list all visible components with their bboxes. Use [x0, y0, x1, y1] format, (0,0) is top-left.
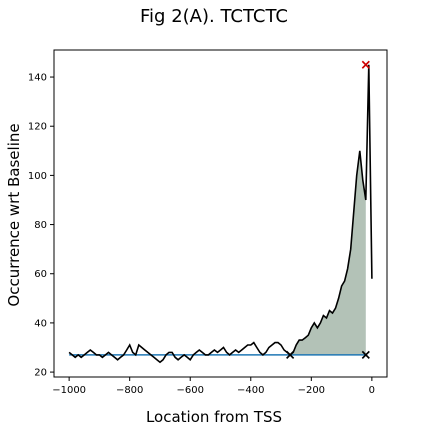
plot-area [68, 60, 373, 364]
axes-frame [53, 49, 388, 378]
y-tick-label: 40 [34, 318, 47, 329]
y-tick-label: 80 [34, 220, 47, 231]
y-tick-label: 20 [34, 368, 47, 379]
x-tick-label: −800 [116, 385, 143, 396]
y-tick-label: 120 [28, 122, 47, 133]
x-axis-ticks: −1000 −800 −600 −400 −200 0 [52, 377, 375, 396]
y-tick-label: 60 [34, 269, 47, 280]
x-tick-label: −1000 [52, 385, 86, 396]
y-tick-label: 140 [28, 73, 47, 84]
chart-title: Fig 2(A). TCTCTC [140, 6, 288, 27]
marker-group [286, 60, 370, 359]
y-axis-label: Occurrence wrt Baseline [5, 123, 23, 306]
x-marker-1 [286, 350, 295, 359]
shaded-region [290, 150, 366, 355]
series-line [68, 64, 373, 364]
x-tick-label: −200 [298, 385, 325, 396]
x-marker-3 [361, 60, 370, 69]
y-tick-label: 100 [28, 171, 47, 182]
x-marker-2 [361, 350, 370, 359]
x-tick-label: −600 [176, 385, 203, 396]
x-tick-label: 0 [369, 385, 375, 396]
x-tick-label: −400 [237, 385, 264, 396]
y-axis-ticks: 20 40 60 80 100 120 140 [28, 73, 54, 379]
x-axis-label: Location from TSS [146, 408, 282, 426]
